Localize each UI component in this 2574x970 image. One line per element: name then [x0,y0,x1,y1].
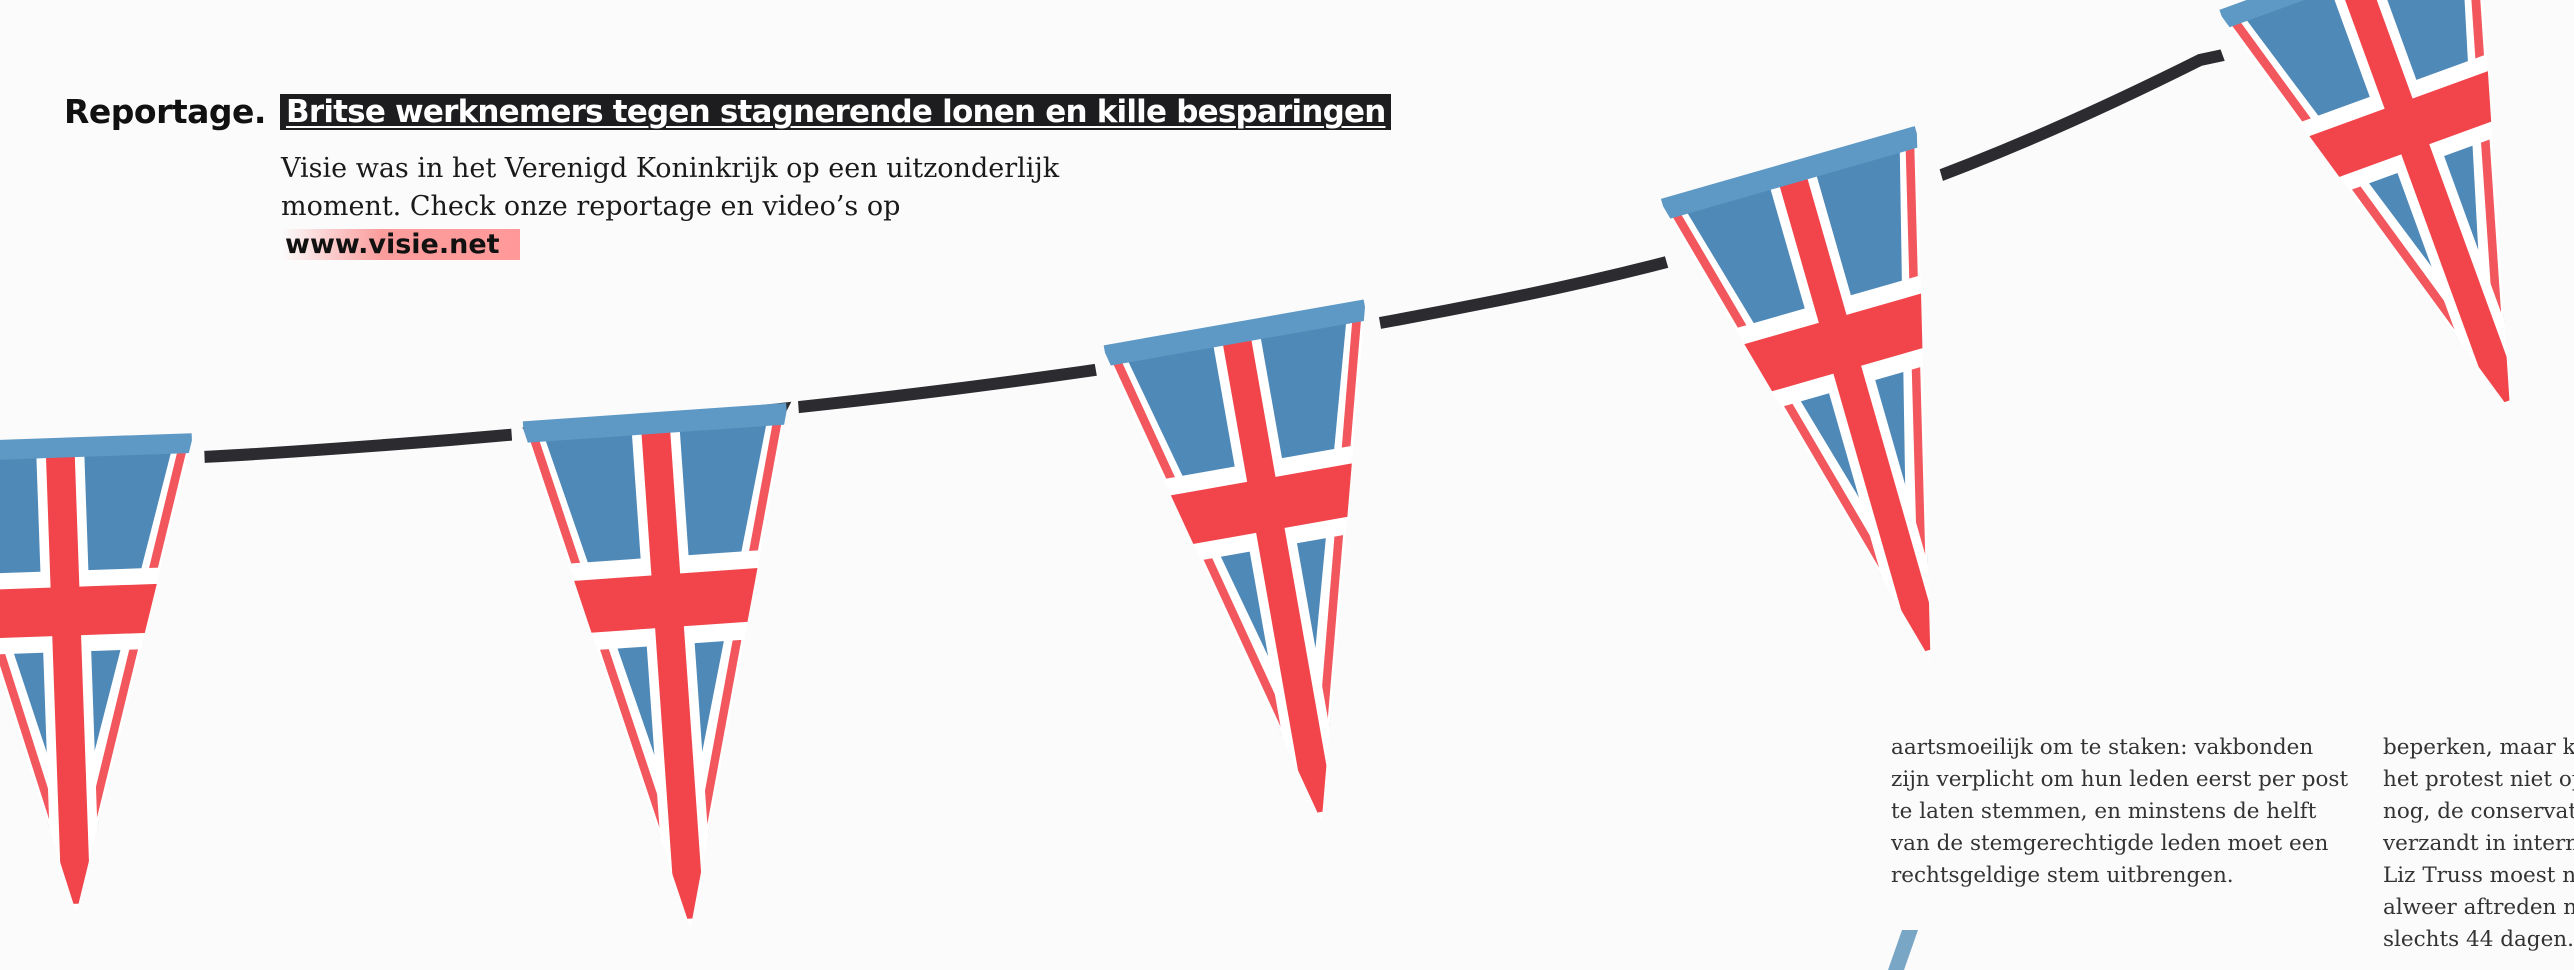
column-line: het protest niet op [2383,767,2574,792]
column-line: zijn verplicht om hun leden eerst per po… [1891,767,2349,792]
flag-pennant-1 [0,421,222,954]
flag-pennant-5 [2204,0,2574,495]
column-line: aartsmoeilijk om te staken: vakbonden [1891,735,2314,760]
flag-pennant-2 [509,390,837,961]
flag-pennant-3 [1089,286,1471,885]
column-line: slechts 44 dagen. [2383,927,2574,952]
flag-pennant-4 [1646,111,2080,738]
intro-text: Visie was in het Verenigd Koninkrijk op … [281,153,1060,222]
column-line: rechtsgeldige stem uitbrengen. [1891,863,2234,888]
text-column-2: beperken, maar kr het protest niet op no… [2383,732,2574,956]
column-line: nog, de conservat [2383,799,2574,824]
column-line: te laten stemmen, en minstens de helft [1891,799,2317,824]
column-line: Liz Truss moest n [2383,863,2574,888]
website-link[interactable]: www.visie.net [281,229,520,260]
column-line: van de stemgerechtigde leden moet een [1891,831,2329,856]
article-headline: Britse werknemers tegen stagnerende lone… [280,94,1392,130]
column-line: verzandt in intern [2383,831,2574,856]
intro-paragraph: Visie was in het Verenigd Koninkrijk op … [281,150,1141,264]
quote-mark-decoration [1888,930,1918,970]
column-line: beperken, maar kr [2383,735,2574,760]
kicker-label: Reportage. [64,92,266,131]
column-line: alweer aftreden n [2383,895,2574,920]
text-column-1: aartsmoeilijk om te staken: vakbonden zi… [1891,732,2361,892]
